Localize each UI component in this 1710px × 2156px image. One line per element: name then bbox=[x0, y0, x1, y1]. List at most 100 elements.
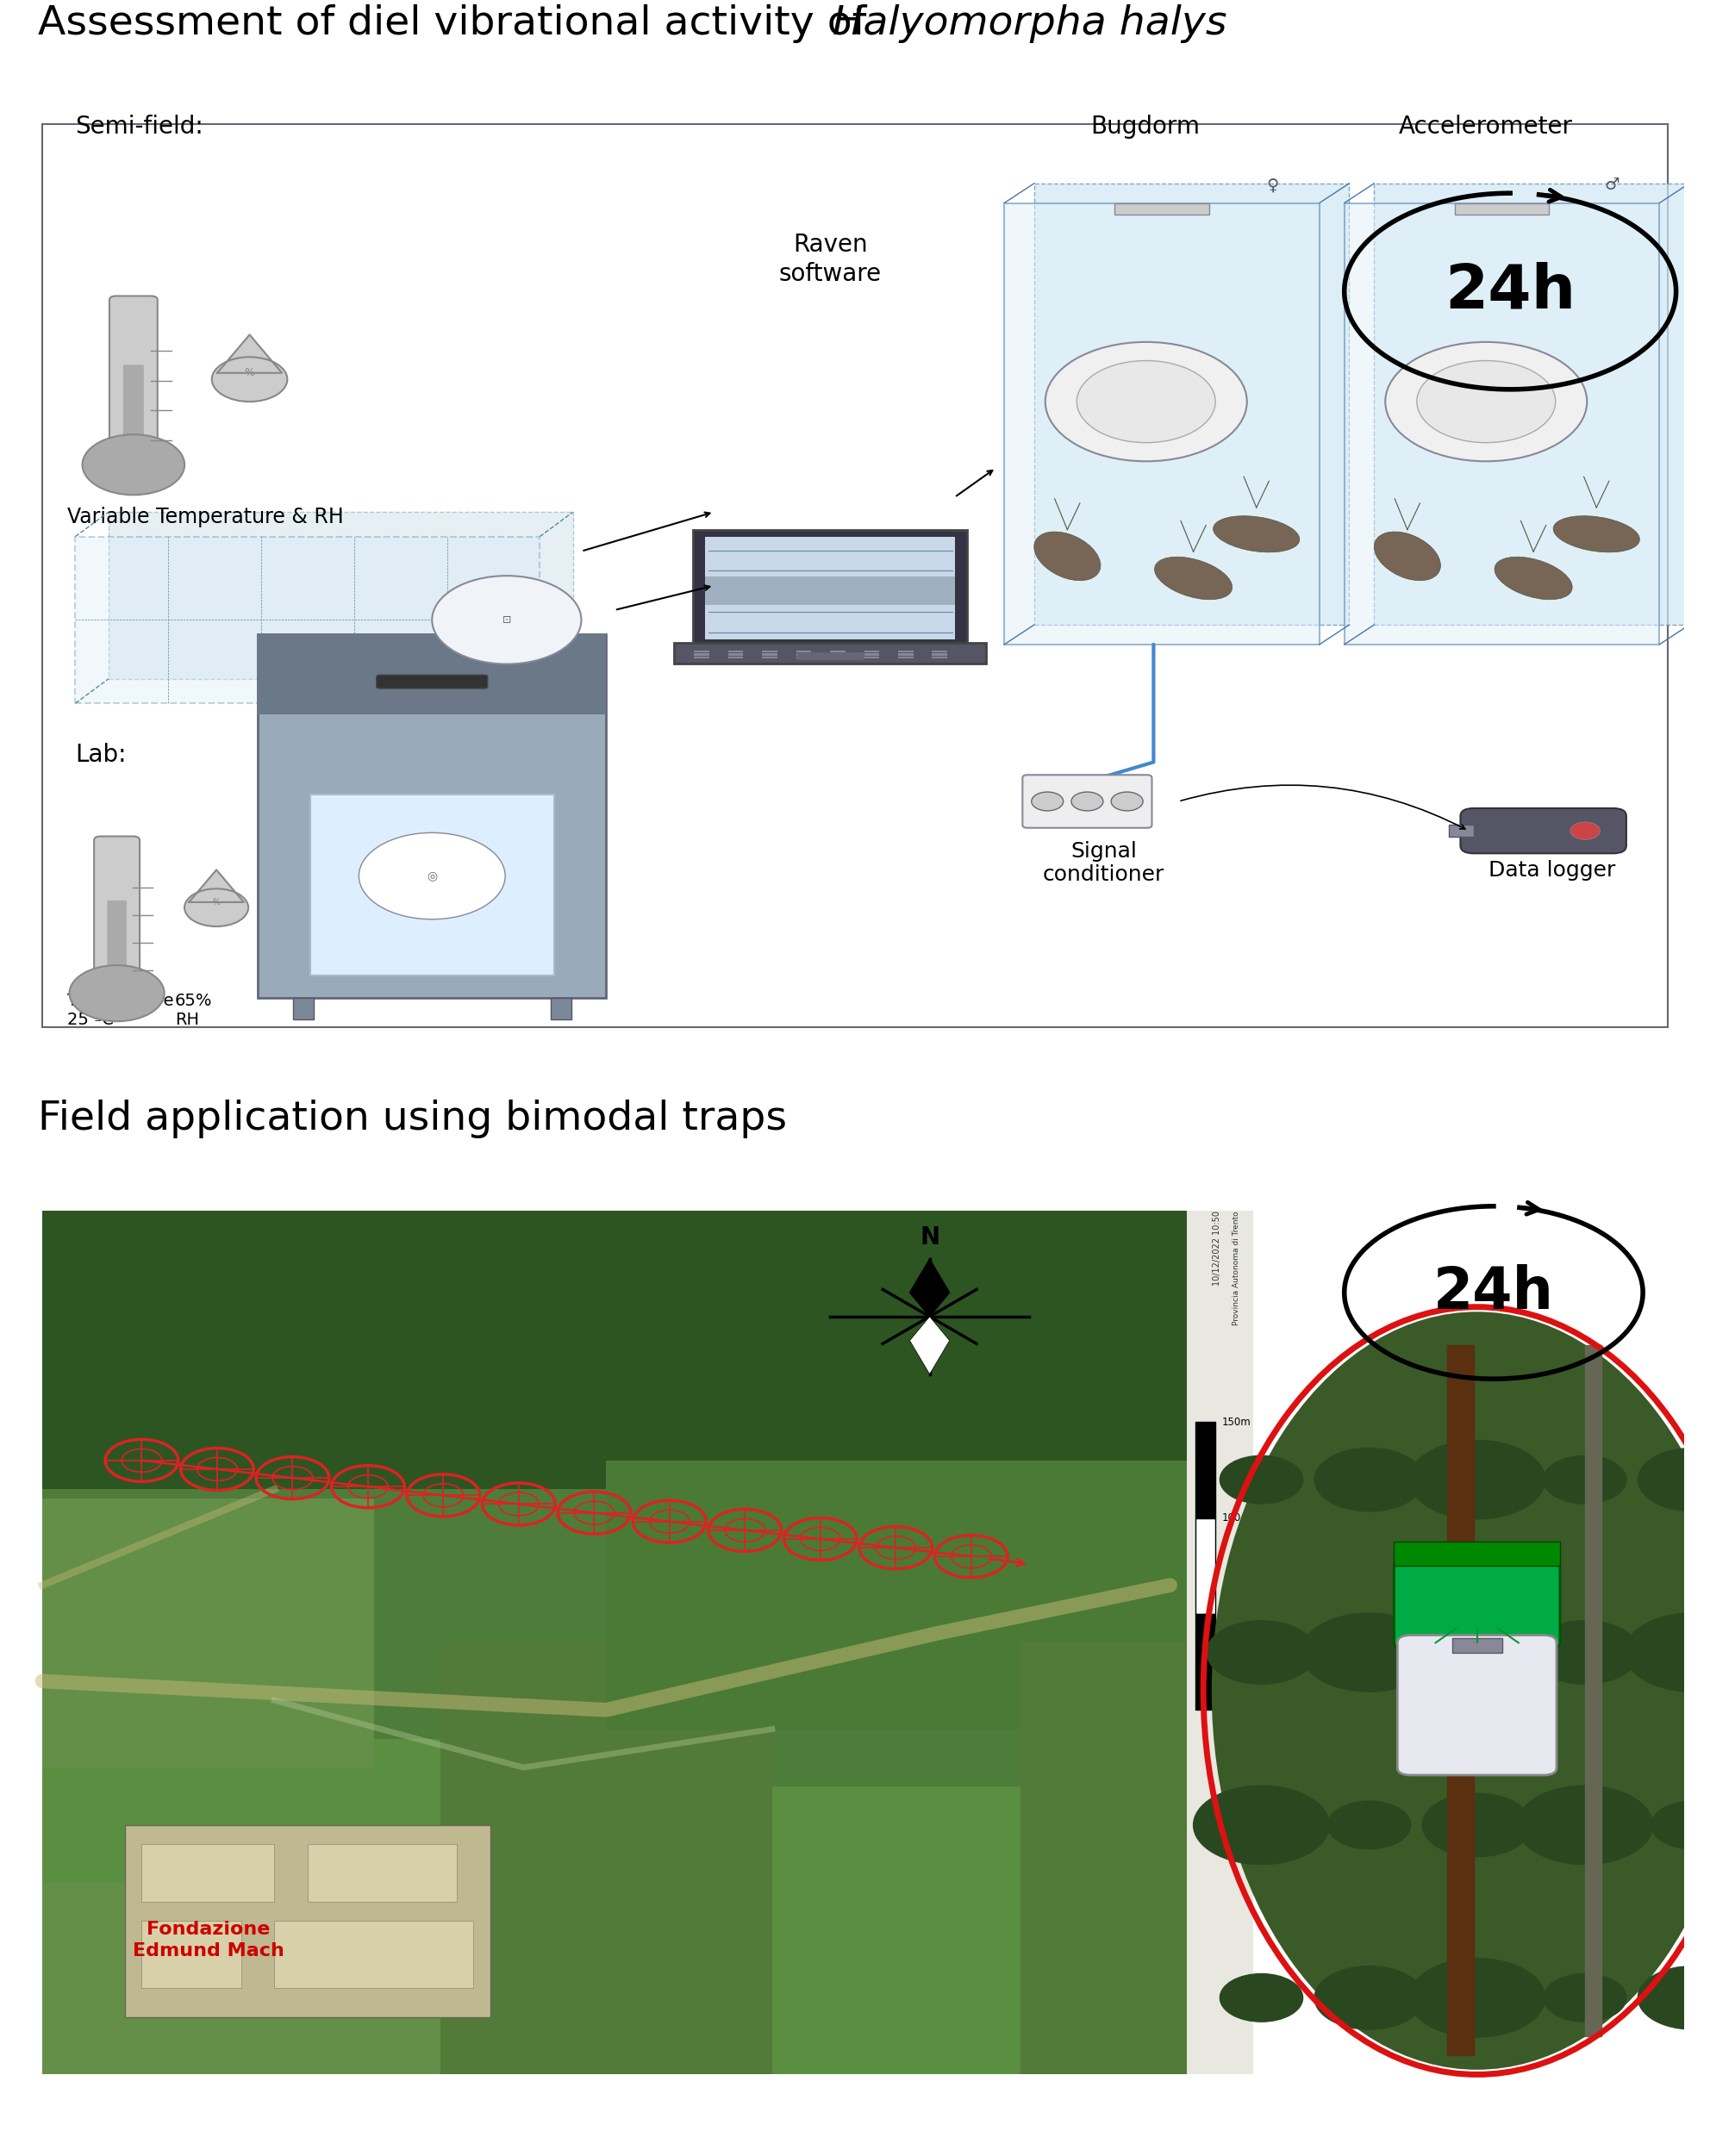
FancyBboxPatch shape bbox=[292, 998, 313, 1020]
Text: 0: 0 bbox=[1221, 1705, 1228, 1716]
Text: Bugdorm: Bugdorm bbox=[1091, 114, 1200, 138]
Ellipse shape bbox=[1553, 515, 1640, 552]
FancyBboxPatch shape bbox=[1178, 1212, 1253, 2074]
FancyBboxPatch shape bbox=[43, 1882, 540, 2074]
Circle shape bbox=[1409, 1440, 1546, 1520]
Circle shape bbox=[1045, 343, 1247, 461]
Circle shape bbox=[1301, 1613, 1436, 1692]
Text: 100: 100 bbox=[1221, 1514, 1241, 1524]
Ellipse shape bbox=[1154, 556, 1233, 599]
FancyBboxPatch shape bbox=[94, 837, 140, 998]
FancyBboxPatch shape bbox=[441, 1643, 773, 2074]
Circle shape bbox=[1070, 791, 1103, 811]
Polygon shape bbox=[217, 334, 282, 373]
FancyBboxPatch shape bbox=[1394, 1561, 1560, 1647]
Circle shape bbox=[1219, 1973, 1303, 2022]
Text: Semi-field:: Semi-field: bbox=[75, 114, 203, 138]
Text: Fondazione
Edmund Mach: Fondazione Edmund Mach bbox=[132, 1921, 284, 1960]
FancyBboxPatch shape bbox=[75, 537, 540, 703]
Text: 10/12/2022 10:50: 10/12/2022 10:50 bbox=[1212, 1212, 1221, 1285]
Circle shape bbox=[1544, 1973, 1626, 2022]
Circle shape bbox=[1652, 1800, 1710, 1850]
FancyBboxPatch shape bbox=[1115, 203, 1209, 216]
FancyBboxPatch shape bbox=[109, 295, 157, 468]
FancyBboxPatch shape bbox=[123, 364, 144, 457]
FancyBboxPatch shape bbox=[43, 1738, 457, 2074]
Text: Provincia Autonoma di Trento: Provincia Autonoma di Trento bbox=[1233, 1212, 1240, 1326]
FancyBboxPatch shape bbox=[551, 998, 571, 1020]
Text: 24h: 24h bbox=[1445, 261, 1575, 321]
Polygon shape bbox=[190, 869, 245, 901]
FancyBboxPatch shape bbox=[1195, 1518, 1214, 1615]
Text: ⊡: ⊡ bbox=[503, 614, 511, 625]
FancyBboxPatch shape bbox=[1004, 203, 1320, 645]
FancyBboxPatch shape bbox=[1035, 183, 1349, 625]
Ellipse shape bbox=[1212, 515, 1300, 552]
FancyBboxPatch shape bbox=[109, 511, 573, 679]
Text: Signal
conditioner: Signal conditioner bbox=[1043, 841, 1165, 886]
Circle shape bbox=[1194, 1785, 1329, 1865]
FancyBboxPatch shape bbox=[1195, 1423, 1214, 1518]
Circle shape bbox=[1418, 360, 1556, 442]
FancyBboxPatch shape bbox=[43, 1212, 1187, 1490]
FancyBboxPatch shape bbox=[797, 653, 864, 660]
FancyBboxPatch shape bbox=[1455, 203, 1549, 216]
FancyBboxPatch shape bbox=[1021, 1643, 1187, 2074]
FancyBboxPatch shape bbox=[605, 1460, 1187, 1729]
Text: N: N bbox=[920, 1225, 939, 1248]
Circle shape bbox=[359, 832, 504, 918]
Circle shape bbox=[1315, 1966, 1424, 2029]
Circle shape bbox=[1315, 1449, 1424, 1511]
Polygon shape bbox=[910, 1317, 949, 1373]
FancyBboxPatch shape bbox=[1452, 1639, 1501, 1651]
Text: Field application using bimodal traps: Field application using bimodal traps bbox=[38, 1100, 787, 1138]
FancyBboxPatch shape bbox=[258, 634, 605, 998]
Ellipse shape bbox=[1495, 556, 1571, 599]
Circle shape bbox=[185, 888, 248, 927]
Text: ♂: ♂ bbox=[1604, 177, 1619, 194]
Ellipse shape bbox=[1212, 1311, 1710, 2070]
FancyBboxPatch shape bbox=[705, 578, 956, 606]
Text: Lab:: Lab: bbox=[75, 742, 127, 768]
Text: 65%
RH: 65% RH bbox=[174, 992, 212, 1028]
Text: Assessment of diel vibrational activity of: Assessment of diel vibrational activity … bbox=[38, 4, 879, 43]
FancyBboxPatch shape bbox=[1448, 826, 1474, 837]
FancyBboxPatch shape bbox=[258, 634, 605, 714]
Text: %: % bbox=[245, 367, 255, 379]
Polygon shape bbox=[910, 1259, 949, 1317]
FancyBboxPatch shape bbox=[274, 1921, 474, 1988]
FancyBboxPatch shape bbox=[310, 793, 554, 977]
Ellipse shape bbox=[1035, 533, 1101, 580]
FancyBboxPatch shape bbox=[43, 1212, 1187, 2074]
FancyBboxPatch shape bbox=[1195, 1615, 1214, 1710]
Text: ♀: ♀ bbox=[1265, 177, 1279, 194]
FancyBboxPatch shape bbox=[108, 901, 127, 987]
FancyBboxPatch shape bbox=[308, 1843, 457, 1902]
FancyBboxPatch shape bbox=[125, 1824, 491, 2018]
Circle shape bbox=[1570, 821, 1601, 839]
FancyBboxPatch shape bbox=[674, 642, 987, 664]
Circle shape bbox=[1517, 1785, 1654, 1865]
FancyBboxPatch shape bbox=[142, 1921, 241, 1988]
FancyBboxPatch shape bbox=[1397, 1634, 1556, 1774]
FancyBboxPatch shape bbox=[43, 1498, 374, 1768]
Circle shape bbox=[1624, 1613, 1710, 1692]
FancyBboxPatch shape bbox=[693, 530, 966, 647]
Circle shape bbox=[1077, 360, 1216, 442]
Text: 24h: 24h bbox=[1433, 1263, 1554, 1322]
FancyBboxPatch shape bbox=[1375, 183, 1689, 625]
Circle shape bbox=[1544, 1455, 1626, 1503]
Circle shape bbox=[82, 436, 185, 496]
FancyBboxPatch shape bbox=[43, 125, 1667, 1026]
FancyBboxPatch shape bbox=[1394, 1542, 1560, 1565]
Circle shape bbox=[1207, 1621, 1317, 1684]
Circle shape bbox=[1638, 1449, 1710, 1511]
FancyBboxPatch shape bbox=[1460, 808, 1626, 854]
Circle shape bbox=[1219, 1455, 1303, 1503]
Text: Data logger: Data logger bbox=[1488, 860, 1616, 882]
Circle shape bbox=[1327, 1800, 1411, 1850]
FancyBboxPatch shape bbox=[1344, 203, 1659, 645]
Text: 150m: 150m bbox=[1221, 1416, 1250, 1427]
Text: Raven
software: Raven software bbox=[778, 233, 881, 287]
Circle shape bbox=[433, 576, 581, 664]
